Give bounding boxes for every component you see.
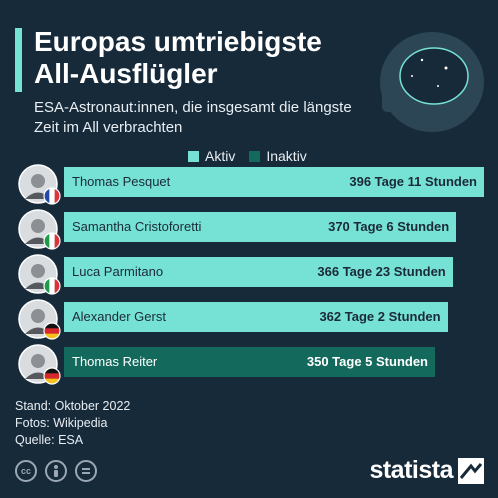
astronaut-avatar	[18, 209, 61, 250]
fr-flag-icon	[43, 187, 61, 205]
legend-item-active: Aktiv	[188, 148, 235, 164]
page-title: Europas umtriebigste All-Ausflügler	[34, 26, 322, 89]
astronaut-avatar	[18, 344, 61, 385]
bar-row: Alexander Gerst 362 Tage 2 Stunden	[0, 299, 498, 340]
bar-category-label: Alexander Gerst	[72, 309, 166, 324]
helmet-icon	[380, 32, 484, 132]
bar-category-label: Thomas Reiter	[72, 354, 158, 369]
bar-value-label: 366 Tage 23 Stunden	[317, 264, 446, 279]
astronaut-avatar	[18, 254, 61, 295]
footer-notes: Stand: Oktober 2022 Fotos: Wikipedia Que…	[15, 398, 130, 449]
statista-logo-icon	[458, 457, 484, 484]
bar	[64, 302, 448, 332]
license-icons: cc	[15, 460, 105, 482]
bar-value-label: 350 Tage 5 Stunden	[306, 354, 429, 369]
bar	[64, 257, 453, 287]
de-flag-icon	[43, 322, 61, 340]
bar-row: Luca Parmitano 366 Tage 23 Stunden	[0, 254, 498, 295]
bar-row: Samantha Cristoforetti 370 Tage 6 Stunden	[0, 209, 498, 250]
chart-legend: Aktiv Inaktiv	[188, 148, 321, 164]
brand-name: statista	[369, 456, 453, 484]
bar-row: Thomas Pesquet 396 Tage 11 Stunden	[0, 164, 498, 205]
title-accent-bar	[15, 28, 22, 92]
legend-label-inactive: Inaktiv	[266, 148, 307, 164]
de-flag-icon	[43, 367, 61, 385]
person-icon[interactable]	[45, 460, 67, 482]
astronaut-avatar	[18, 164, 61, 205]
statista-logo[interactable]: statista	[369, 456, 484, 485]
bar-value-label: 370 Tage 6 Stunden	[328, 219, 450, 234]
bar	[64, 212, 457, 242]
bar-row: Thomas Reiter 350 Tage 5 Stunden	[0, 344, 498, 385]
astronaut-avatar	[18, 299, 61, 340]
footer-stand: Stand: Oktober 2022	[15, 399, 131, 413]
cc-icon[interactable]: cc	[15, 460, 37, 482]
bar	[64, 347, 435, 377]
footer-fotos: Fotos: Wikipedia	[15, 416, 108, 430]
legend-swatch-active	[188, 150, 199, 162]
legend-swatch-inactive	[249, 150, 261, 162]
equals-icon[interactable]	[75, 460, 97, 482]
bar-category-label: Luca Parmitano	[72, 264, 164, 279]
bar	[64, 167, 484, 197]
it-flag-icon	[43, 232, 61, 250]
legend-label-active: Aktiv	[205, 148, 236, 164]
bar-category-label: Samantha Cristoforetti	[72, 219, 202, 234]
bar-value-label: 362 Tage 2 Stunden	[319, 309, 441, 324]
it-flag-icon	[43, 277, 61, 295]
footer-quelle: Quelle: ESA	[15, 433, 84, 447]
legend-item-inactive: Inaktiv	[249, 148, 307, 164]
page-subtitle: ESA-Astronaut:innen, die insgesamt die l…	[34, 99, 352, 136]
bar-category-label: Thomas Pesquet	[72, 174, 171, 189]
bar-value-label: 396 Tage 11 Stunden	[349, 174, 477, 189]
